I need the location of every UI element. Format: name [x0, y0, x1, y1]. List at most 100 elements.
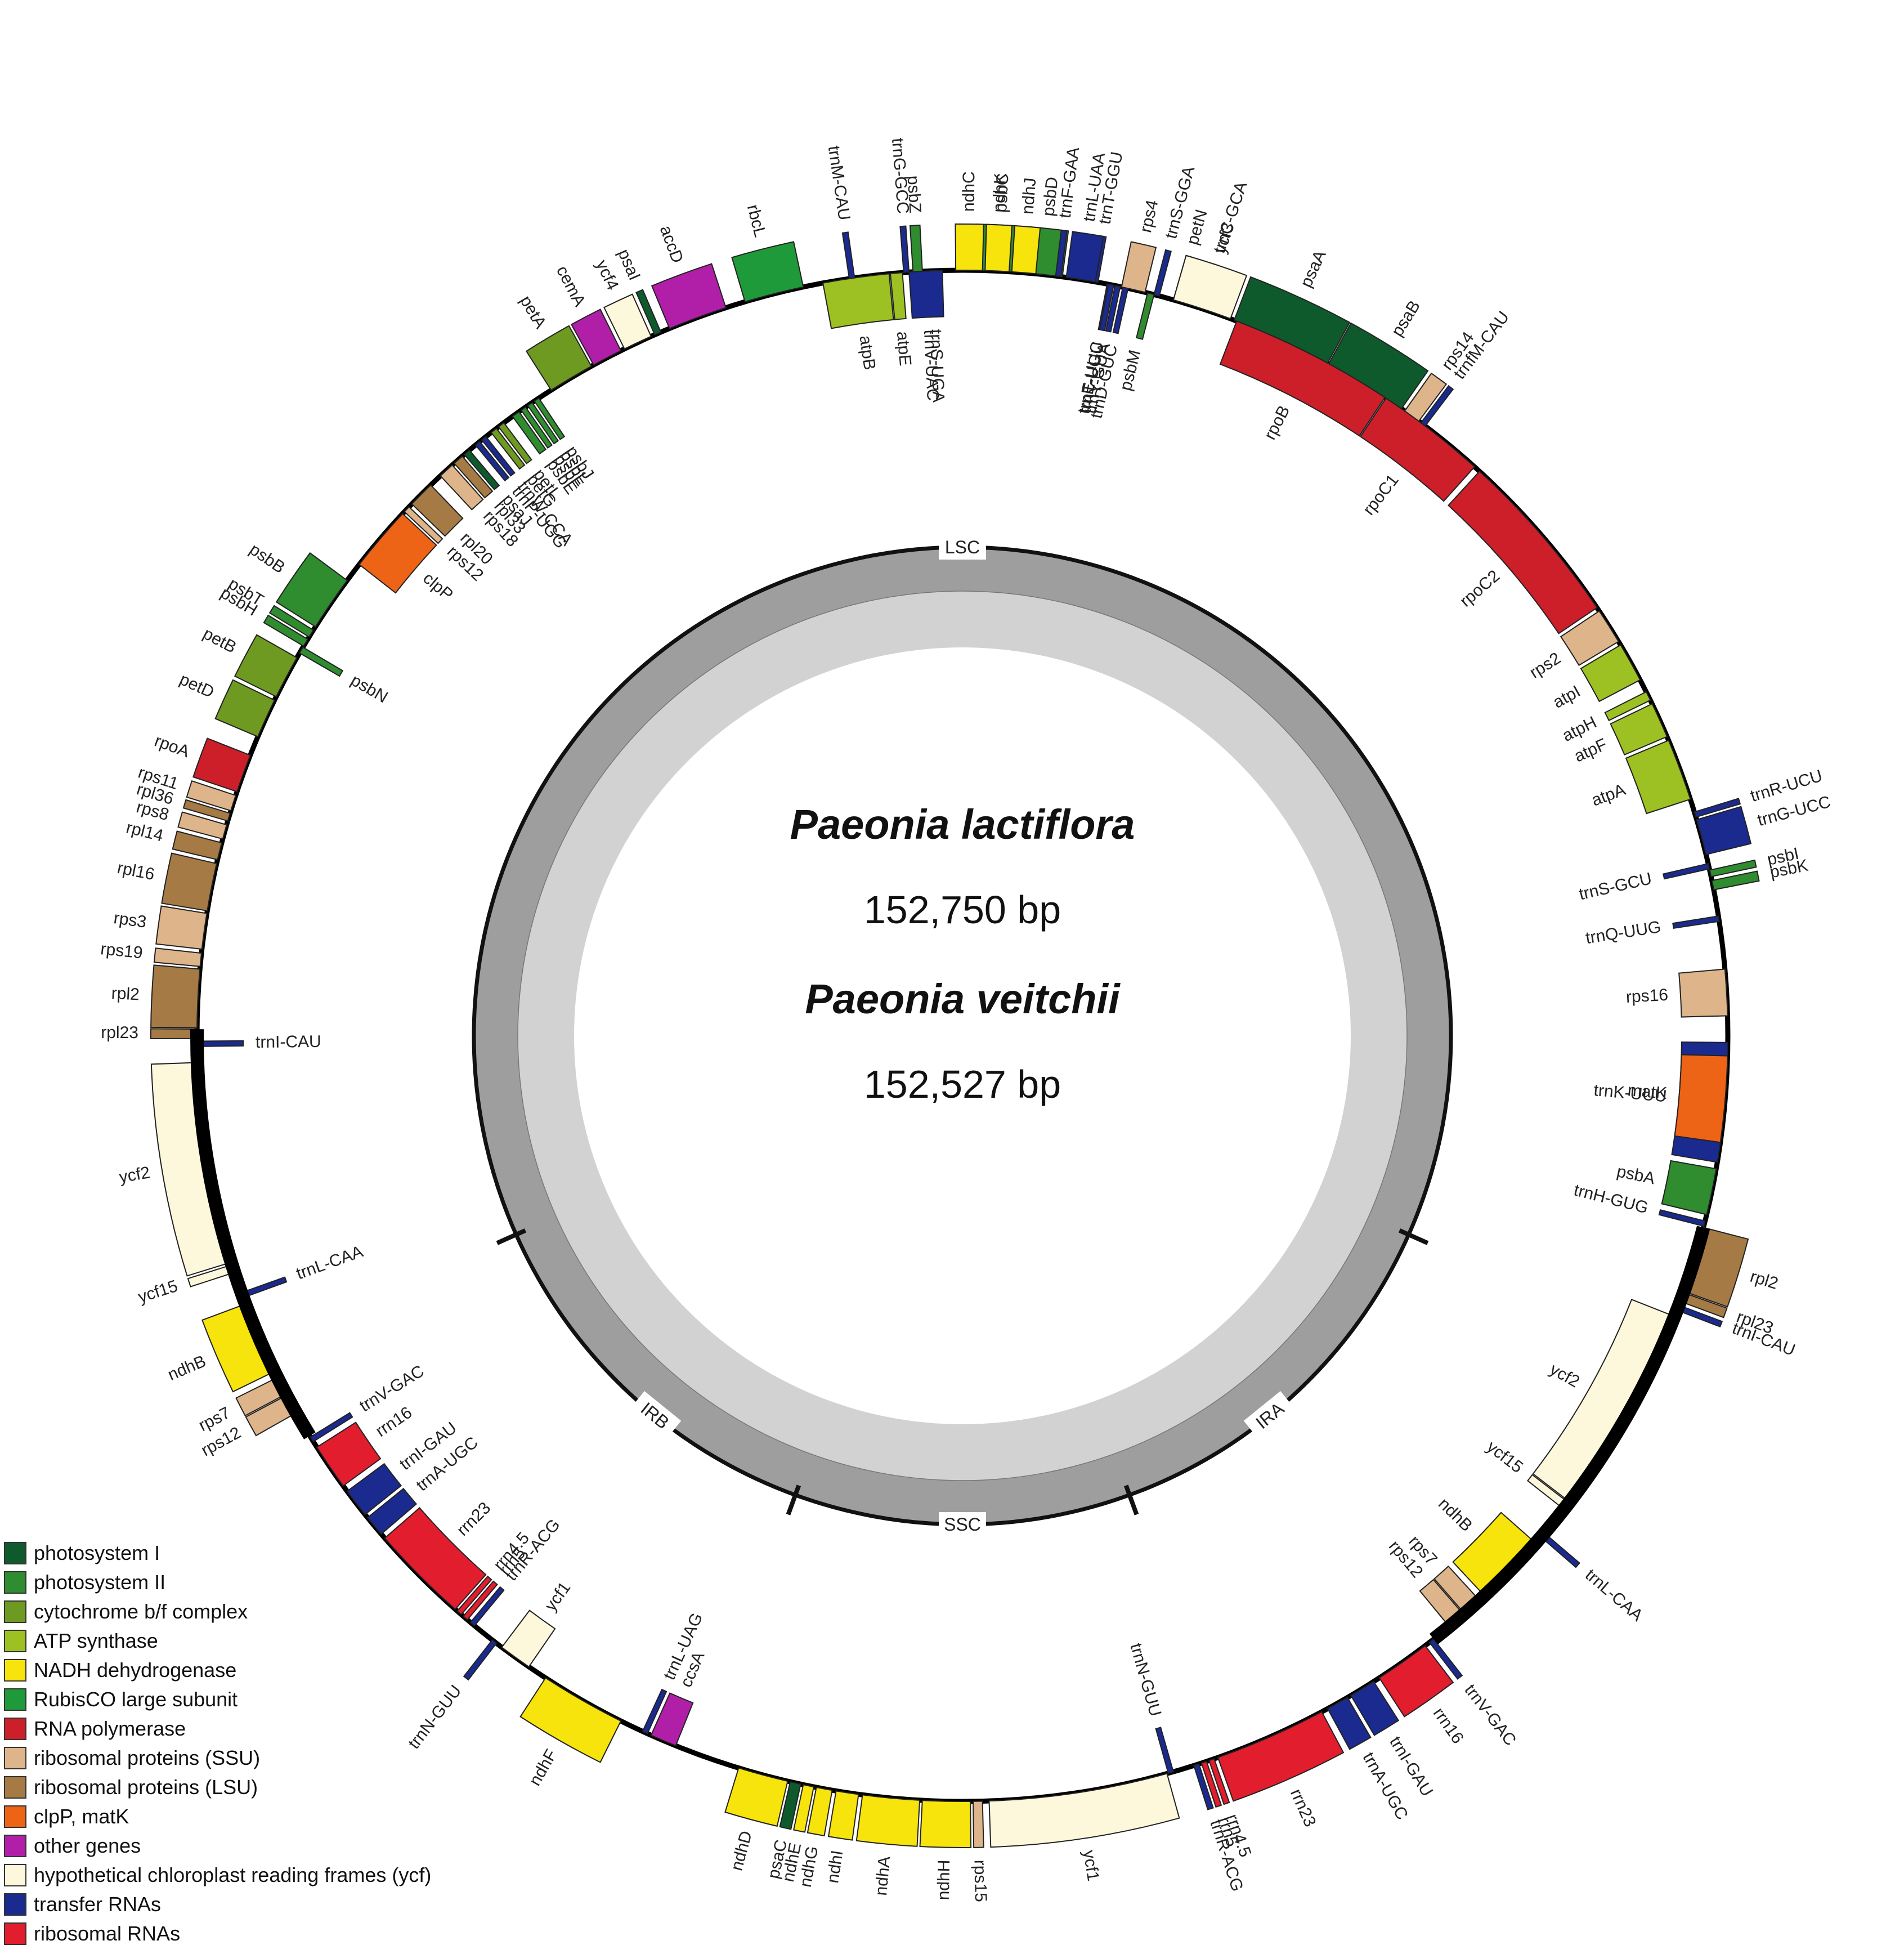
gene-rpl36 — [182, 799, 231, 822]
gene-rbcl — [731, 241, 804, 303]
gene-label-trnn-guu: trnN-GUU — [405, 1682, 465, 1752]
gene-accd — [651, 263, 727, 329]
gene-ndhc — [955, 223, 984, 271]
gene-ndha — [855, 1794, 921, 1847]
gene-label-petn: petN — [1183, 208, 1211, 247]
region-boundary-tick — [496, 1228, 527, 1245]
gene-trns-gga — [1153, 249, 1172, 297]
gene-label-ycf2: ycf2 — [118, 1163, 151, 1187]
gene-psbb — [275, 552, 348, 628]
gene-rpl2 — [150, 964, 201, 1029]
gene-trni-gau — [1350, 1680, 1400, 1736]
gene-trni-cau — [196, 1040, 244, 1048]
gene-rpl33 — [453, 455, 494, 499]
gene-trnr-acg — [469, 1586, 505, 1627]
region-label: SSC — [944, 1514, 981, 1535]
gene-label-rrn23: rrn23 — [453, 1499, 494, 1540]
gene-rrn5 — [1200, 1760, 1222, 1808]
gene-rrn23 — [1217, 1711, 1345, 1802]
legend-item-lsu: ribosomal proteins (LSU) — [4, 1776, 258, 1799]
gene-label-rps16: rps16 — [1625, 986, 1669, 1007]
gene-ndhd — [724, 1767, 789, 1827]
genome-size-secondary: 152,527 bp — [864, 1062, 1061, 1106]
gene-psbi — [1709, 859, 1757, 878]
gene-label-atpi: atpI — [1550, 682, 1584, 712]
gene-ndhi — [827, 1790, 859, 1841]
gene-label-accd: accD — [656, 223, 687, 266]
legend-item-rrna: ribosomal RNAs — [4, 1922, 180, 1945]
gene-label-psbb: psbB — [246, 540, 288, 577]
gene-petd — [214, 679, 275, 737]
gene-ycf3 — [1172, 254, 1248, 320]
gene-psab — [1328, 322, 1429, 410]
gene-label-atpa: atpA — [1589, 780, 1628, 810]
gene-psbj — [534, 397, 566, 440]
region-ssc: SSC — [939, 1512, 986, 1537]
legend-swatch — [4, 1747, 26, 1769]
inverted-repeat-bars — [190, 1029, 1710, 1645]
gene-peta — [525, 325, 593, 391]
gene-trnv-uac — [908, 270, 944, 319]
gene-rpl16 — [161, 852, 218, 912]
gene-rps12 — [404, 506, 443, 544]
gene-cema — [570, 308, 622, 366]
legend-label: ribosomal proteins (SSU) — [34, 1746, 260, 1769]
gene-trnv-gac — [1428, 1638, 1463, 1680]
gene-label-psbc: psbC — [992, 173, 1012, 213]
gene-trnr-acg — [1193, 1763, 1214, 1810]
gene-label-ndhb: ndhB — [165, 1352, 208, 1384]
gene-label-rps4: rps4 — [1136, 198, 1162, 234]
gene-trnr-ucu — [1694, 798, 1741, 818]
gene-rrn5 — [462, 1580, 498, 1621]
legend-label: ATP synthase — [34, 1629, 158, 1652]
gene-label-atpe: atpE — [893, 330, 915, 366]
legend-label: photosystem II — [34, 1571, 165, 1594]
gene-label-rps19: rps19 — [100, 940, 144, 962]
gene-trnm-cau — [841, 231, 855, 280]
gene-trna-ugc — [366, 1487, 418, 1535]
gene-trnn-guu — [1155, 1727, 1175, 1774]
gene-ndhk — [984, 223, 1013, 272]
gene-ycf2 — [1532, 1299, 1675, 1503]
gene-label-rpl16: rpl16 — [116, 858, 156, 884]
gene-rps19 — [153, 947, 203, 967]
gene-trnh-gug — [1658, 1209, 1706, 1227]
gene-petl — [498, 422, 532, 464]
gene-label-trnl-caa: trnL-CAA — [294, 1242, 365, 1284]
gene-ccsa — [650, 1692, 694, 1747]
gc-content-ring — [472, 545, 1453, 1527]
gene-atpe — [889, 272, 907, 320]
gene-ycf1 — [988, 1773, 1180, 1848]
gene-label-rpoc2: rpoC2 — [1457, 566, 1503, 610]
gene-label-rrn23: rrn23 — [1287, 1786, 1319, 1830]
gc-midline — [517, 591, 1408, 1481]
gene-trni-gau — [346, 1463, 402, 1515]
gene-label-rps3: rps3 — [113, 909, 147, 932]
gene-rps4 — [1121, 241, 1157, 293]
gene-label-trnl-caa: trnL-CAA — [1582, 1566, 1646, 1625]
legend-label: clpP, matK — [34, 1805, 129, 1828]
legend-label: RNA polymerase — [34, 1717, 186, 1740]
gene-label-rpl2: rpl2 — [1748, 1267, 1780, 1293]
gene-label-psbn: psbN — [348, 671, 391, 707]
region-lsc: LSC — [939, 535, 986, 560]
legend-swatch — [4, 1805, 26, 1828]
gene-psba — [1661, 1160, 1717, 1215]
gene-label-ycf4: ycf4 — [592, 257, 622, 293]
gene-trnw-cca — [481, 436, 516, 477]
gene-label-clpp: clpP — [419, 569, 456, 605]
gene-ycf1 — [501, 1609, 556, 1668]
legend-swatch — [4, 1659, 26, 1682]
gene-label-ndhf: ndhF — [526, 1746, 561, 1789]
gene-trnf-gaa — [1055, 229, 1068, 278]
gene-label-rrn16: rrn16 — [1430, 1704, 1467, 1747]
species-title-primary: Paeonia lactiflora — [790, 801, 1135, 848]
gene-ndhf — [519, 1677, 622, 1763]
legend-swatch — [4, 1864, 26, 1886]
gene-label-cema: cemA — [553, 263, 589, 310]
legend-item-rpo: RNA polymerase — [4, 1717, 186, 1740]
region-label-bg — [629, 1391, 682, 1441]
gene-label-rpob: rpoB — [1261, 403, 1293, 442]
gene-rrn16 — [316, 1421, 382, 1487]
